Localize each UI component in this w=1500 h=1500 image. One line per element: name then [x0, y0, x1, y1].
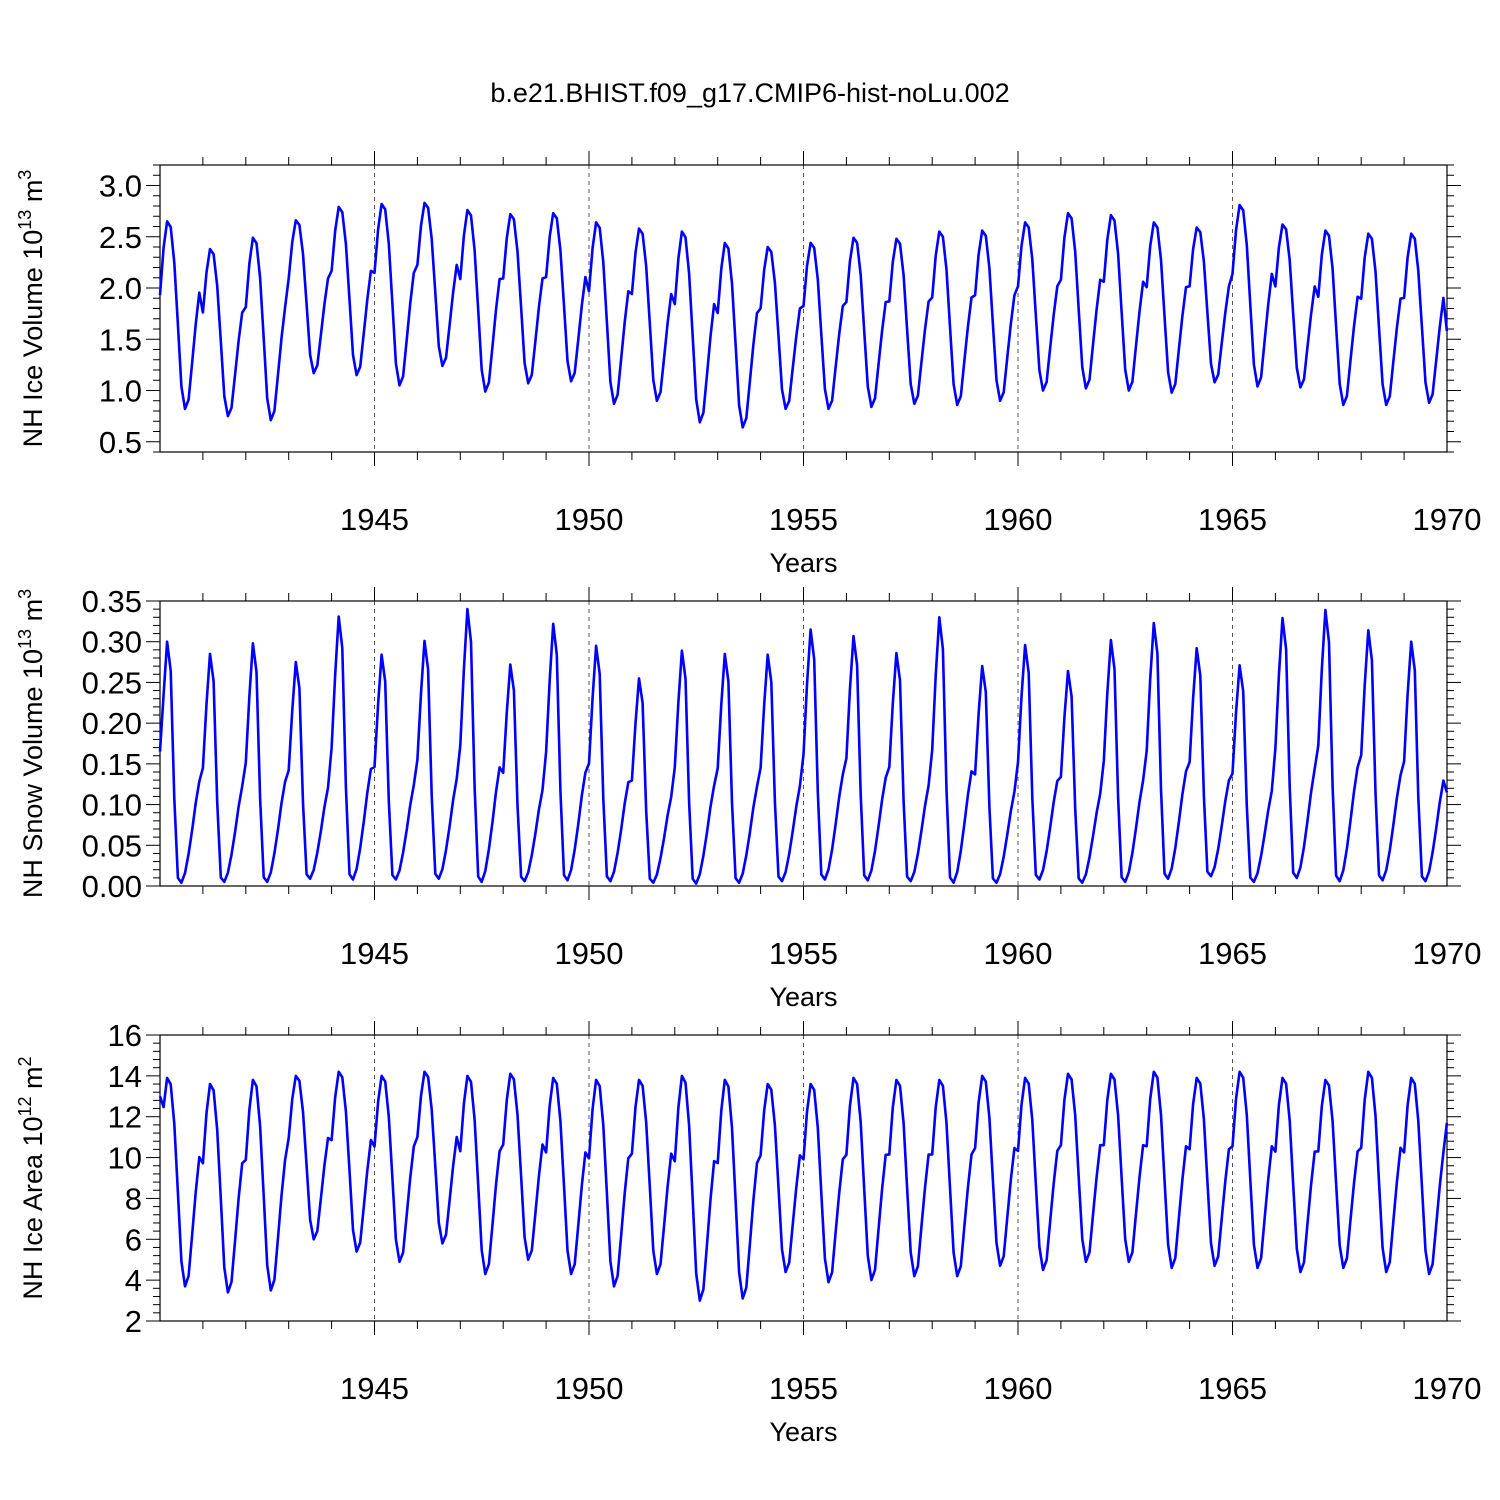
x-tick-label: 1955 — [769, 936, 838, 971]
y-tick-label: 2.5 — [99, 220, 142, 255]
y-tick-label: 2.0 — [99, 271, 142, 306]
x-tick-label: 1945 — [340, 1371, 409, 1406]
y-tick-label: 3.0 — [99, 169, 142, 204]
x-tick-label: 1970 — [1413, 936, 1482, 971]
x-tick-label: 1970 — [1413, 502, 1482, 537]
y-tick-label: 16 — [108, 1018, 142, 1053]
snow-volume-series-line — [158, 607, 1449, 885]
y-axis-label: NH Ice Volume 1013 m3 — [15, 170, 48, 448]
ice-volume-frame — [159, 164, 1448, 453]
y-tick-label: 0.20 — [82, 706, 142, 741]
x-axis-label: Years — [769, 982, 837, 1012]
y-tick-label: 0.15 — [82, 747, 142, 782]
y-tick-label: 0.00 — [82, 869, 142, 904]
x-axis-label: Years — [769, 1417, 837, 1447]
x-tick-label: 1950 — [555, 502, 624, 537]
snow-volume-panel: 0.00 0.05 0.10 0.15 0.20 0.25 0.30 0.35 1945 1950… — [15, 584, 1481, 1012]
ice-area-series-line — [158, 1070, 1449, 1302]
y-axis-label: NH Snow Volume 1013 m3 — [15, 589, 48, 898]
x-tick-label: 1965 — [1198, 936, 1267, 971]
x-tick-label: 1950 — [555, 936, 624, 971]
x-tick-label: 1965 — [1198, 1371, 1267, 1406]
y-tick-label: 0.35 — [82, 584, 142, 619]
x-tick-label: 1970 — [1413, 1371, 1482, 1406]
y-tick-label: 12 — [108, 1100, 142, 1135]
x-tick-label: 1950 — [555, 1371, 624, 1406]
ice-volume-series-line — [158, 201, 1449, 429]
y-tick-label: 1.0 — [99, 374, 142, 409]
x-tick-label: 1955 — [769, 502, 838, 537]
x-tick-label: 1955 — [769, 1371, 838, 1406]
x-tick-label: 1965 — [1198, 502, 1267, 537]
x-tick-label: 1945 — [340, 502, 409, 537]
x-axis-label: Years — [769, 548, 837, 578]
y-tick-label: 4 — [125, 1263, 142, 1298]
y-tick-label: 0.25 — [82, 665, 142, 700]
y-tick-label: 0.30 — [82, 625, 142, 660]
ice-area-frame — [159, 1034, 1448, 1322]
y-tick-label: 1.5 — [99, 322, 142, 357]
ice-area-panel: 2 4 6 8 10 12 14 16 1945 1950 1955 1960 1965 1970 Year… — [15, 1018, 1481, 1447]
ice-volume-panel: 0.5 1.0 1.5 2.0 2.5 3.0 1945 1950 1955 1960 1965 19… — [15, 151, 1481, 578]
y-tick-label: 6 — [125, 1222, 142, 1257]
y-axis-label: NH Ice Area 1012 m2 — [15, 1056, 48, 1299]
y-tick-label: 0.10 — [82, 788, 142, 823]
y-tick-label: 14 — [108, 1059, 142, 1094]
y-tick-label: 10 — [108, 1141, 142, 1176]
x-tick-label: 1960 — [984, 936, 1053, 971]
x-tick-label: 1960 — [984, 502, 1053, 537]
figure-title: b.e21.BHIST.f09_g17.CMIP6-hist-noLu.002 — [490, 78, 1009, 108]
x-tick-label: 1960 — [984, 1371, 1053, 1406]
y-tick-label: 8 — [125, 1181, 142, 1216]
y-tick-label: 2 — [125, 1304, 142, 1339]
x-tick-label: 1945 — [340, 936, 409, 971]
y-tick-label: 0.05 — [82, 828, 142, 863]
y-tick-label: 0.5 — [99, 425, 142, 460]
panels: 0.5 1.0 1.5 2.0 2.5 3.0 1945 1950 1955 1960 1965 19… — [15, 151, 1481, 1447]
